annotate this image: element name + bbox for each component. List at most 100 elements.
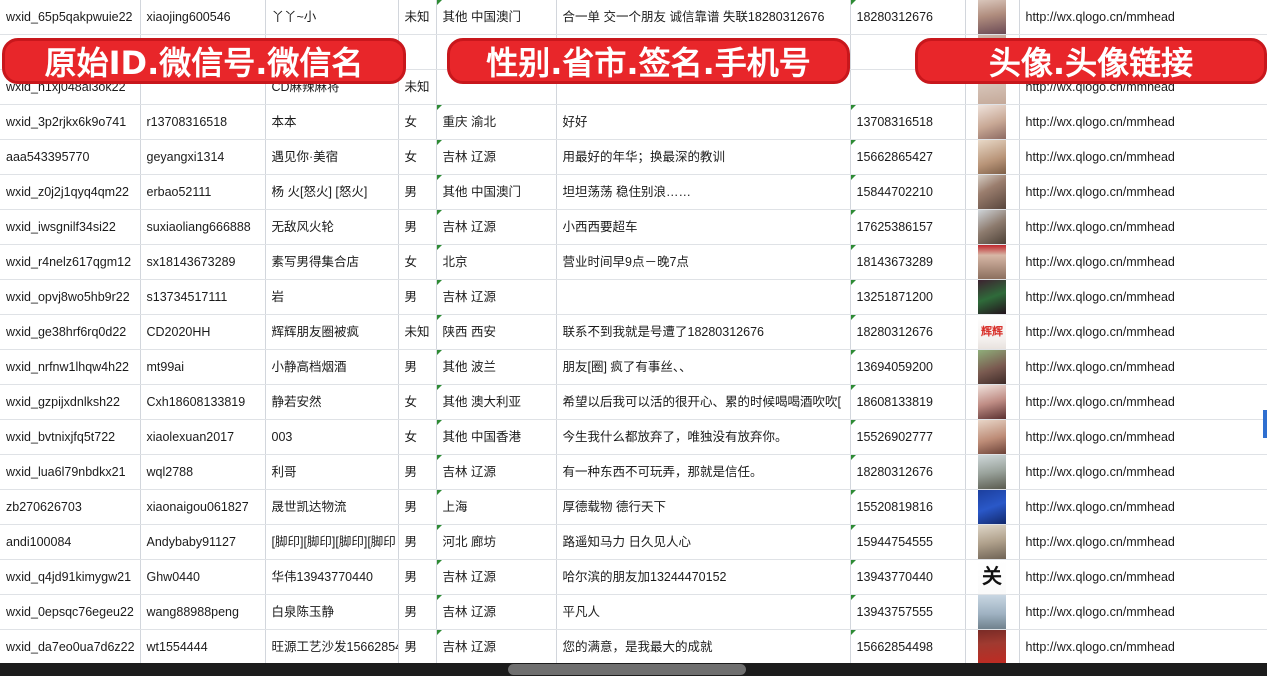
cell-avatar[interactable] bbox=[965, 419, 1020, 455]
horizontal-scrollbar[interactable] bbox=[0, 663, 1267, 676]
cell-orig-id[interactable]: wxid_bvtnixjfq5t722 bbox=[0, 419, 141, 455]
cell-avatar[interactable] bbox=[965, 174, 1020, 210]
cell-gender[interactable]: 女 bbox=[398, 139, 437, 175]
cell-avatar[interactable] bbox=[965, 454, 1020, 490]
cell-wxid[interactable]: s13734517111 bbox=[140, 279, 266, 315]
cell-avatar[interactable] bbox=[965, 594, 1020, 630]
cell-wxid[interactable]: wt1554444 bbox=[140, 629, 266, 665]
cell-gender[interactable]: 男 bbox=[398, 594, 437, 630]
cell-gender[interactable]: 女 bbox=[398, 384, 437, 420]
table-row[interactable]: wxid_65p5qakpwuie22 xiaojing600546 丫丫~小 未知其… bbox=[0, 0, 1267, 35]
cell-phone[interactable]: 13708316518 bbox=[850, 104, 966, 140]
cell-avatar[interactable]: 关 bbox=[965, 559, 1020, 595]
table-row[interactable]: wxid_iwsgnilf34si22 suxiaoliang666888 无敌风火… bbox=[0, 209, 1267, 245]
cell-wxid[interactable]: xiaolexuan2017 bbox=[140, 419, 266, 455]
cell-phone[interactable]: 13943757555 bbox=[850, 594, 966, 630]
horizontal-scrollbar-thumb[interactable] bbox=[508, 664, 746, 675]
cell-wxid[interactable]: Cxh18608133819 bbox=[140, 384, 266, 420]
cell-region[interactable]: 其他 波兰 bbox=[436, 349, 557, 385]
cell-wxid[interactable]: sx18143673289 bbox=[140, 244, 266, 280]
cell-avatar-link[interactable]: http://wx.qlogo.cn/mmhead bbox=[1019, 349, 1267, 385]
cell-nickname[interactable]: 无敌风火轮 bbox=[265, 209, 399, 245]
cell-avatar-link[interactable]: http://wx.qlogo.cn/mmhead bbox=[1019, 139, 1267, 175]
cell-phone[interactable]: 17625386157 bbox=[850, 209, 966, 245]
cell-avatar-link[interactable]: http://wx.qlogo.cn/mmhead bbox=[1019, 279, 1267, 315]
cell-orig-id[interactable]: wxid_gzpijxdnlksh22 bbox=[0, 384, 141, 420]
cell-avatar[interactable] bbox=[965, 0, 1020, 35]
cell-phone[interactable]: 15844702210 bbox=[850, 174, 966, 210]
cell-signature[interactable]: 今生我什么都放弃了，唯独没有放弃你。 bbox=[556, 419, 851, 455]
cell-avatar-link[interactable]: http://wx.qlogo.cn/mmhead bbox=[1019, 629, 1267, 665]
cell-wxid[interactable]: erbao52111 bbox=[140, 174, 266, 210]
cell-gender[interactable]: 未知 bbox=[398, 314, 437, 350]
cell-signature[interactable]: 小西西要超车 bbox=[556, 209, 851, 245]
cell-orig-id[interactable]: wxid_iwsgnilf34si22 bbox=[0, 209, 141, 245]
cell-gender[interactable]: 未知 bbox=[398, 0, 437, 35]
cell-signature[interactable]: 合一单 交一个朋友 诚信靠谱 失联18280312676 bbox=[556, 0, 851, 35]
cell-wxid[interactable]: mt99ai bbox=[140, 349, 266, 385]
cell-signature[interactable]: 希望以后我可以活的很开心、累的时候喝喝酒吹吹[ bbox=[556, 384, 851, 420]
table-row[interactable]: wxid_ge38hrf6rq0d22 CD2020HH 辉辉朋友圈被疯 未知 陕西 西… bbox=[0, 314, 1267, 350]
table-row[interactable]: wxid_lua6l79nbdkx21 wql2788 利哥男吉林 辽源 有一种东西不… bbox=[0, 454, 1267, 490]
cell-phone[interactable]: 18280312676 bbox=[850, 314, 966, 350]
cell-avatar[interactable] bbox=[965, 244, 1020, 280]
cell-orig-id[interactable]: wxid_ge38hrf6rq0d22 bbox=[0, 314, 141, 350]
cell-wxid[interactable]: CD2020HH bbox=[140, 314, 266, 350]
cell-region[interactable]: 吉林 辽源 bbox=[436, 559, 557, 595]
cell-signature[interactable]: 您的满意，是我最大的成就 bbox=[556, 629, 851, 665]
cell-orig-id[interactable]: wxid_q4jd91kimygw21 bbox=[0, 559, 141, 595]
cell-orig-id[interactable]: wxid_0epsqc76egeu22 bbox=[0, 594, 141, 630]
cell-avatar-link[interactable]: http://wx.qlogo.cn/mmhead bbox=[1019, 174, 1267, 210]
cell-nickname[interactable]: 晟世凯达物流 bbox=[265, 489, 399, 525]
cell-avatar-link[interactable]: http://wx.qlogo.cn/mmhead bbox=[1019, 419, 1267, 455]
cell-gender[interactable]: 男 bbox=[398, 209, 437, 245]
cell-region[interactable]: 其他 中国澳门 bbox=[436, 174, 557, 210]
cell-avatar-link[interactable]: http://wx.qlogo.cn/mmhead bbox=[1019, 454, 1267, 490]
cell-phone[interactable]: 15944754555 bbox=[850, 524, 966, 560]
cell-wxid[interactable]: geyangxi1314 bbox=[140, 139, 266, 175]
cell-orig-id[interactable]: wxid_nrfnw1lhqw4h22 bbox=[0, 349, 141, 385]
cell-nickname[interactable]: 岩 bbox=[265, 279, 399, 315]
cell-signature[interactable]: 好好 bbox=[556, 104, 851, 140]
cell-gender[interactable]: 男 bbox=[398, 279, 437, 315]
cell-signature[interactable]: 用最好的年华；换最深的教训 bbox=[556, 139, 851, 175]
cell-avatar[interactable]: 辉辉 bbox=[965, 314, 1020, 350]
cell-gender[interactable]: 男 bbox=[398, 524, 437, 560]
cell-orig-id[interactable]: wxid_3p2rjkx6k9o741 bbox=[0, 104, 141, 140]
table-row[interactable]: wxid_bvtnixjfq5t722 xiaolexuan2017 003 女其他 … bbox=[0, 419, 1267, 455]
cell-avatar-link[interactable]: http://wx.qlogo.cn/mmhead bbox=[1019, 0, 1267, 35]
table-row[interactable]: wxid_da7eo0ua7d6z22 wt1554444 旺源工艺沙发156628… bbox=[0, 629, 1267, 665]
cell-avatar[interactable] bbox=[965, 139, 1020, 175]
cell-region[interactable]: 吉林 辽源 bbox=[436, 629, 557, 665]
cell-phone[interactable]: 13251871200 bbox=[850, 279, 966, 315]
cell-nickname[interactable]: [脚印][脚印][脚印][脚印 bbox=[265, 524, 399, 560]
cell-phone[interactable]: 18280312676 bbox=[850, 454, 966, 490]
cell-orig-id[interactable]: wxid_z0j2j1qyq4qm22 bbox=[0, 174, 141, 210]
cell-avatar-link[interactable]: http://wx.qlogo.cn/mmhead bbox=[1019, 384, 1267, 420]
cell-signature[interactable]: 朋友[圈] 疯了有事丝、、 bbox=[556, 349, 851, 385]
cell-avatar[interactable] bbox=[965, 279, 1020, 315]
cell-region[interactable]: 其他 澳大利亚 bbox=[436, 384, 557, 420]
cell-orig-id[interactable]: wxid_da7eo0ua7d6z22 bbox=[0, 629, 141, 665]
table-row[interactable]: wxid_z0j2j1qyq4qm22 erbao52111 杨 火[怒火] [怒火… bbox=[0, 174, 1267, 210]
cell-phone[interactable]: 15526902777 bbox=[850, 419, 966, 455]
cell-signature[interactable]: 平凡人 bbox=[556, 594, 851, 630]
cell-wxid[interactable]: wql2788 bbox=[140, 454, 266, 490]
cell-phone[interactable]: 15662854498 bbox=[850, 629, 966, 665]
cell-signature[interactable]: 哈尔滨的朋友加13244470152 bbox=[556, 559, 851, 595]
table-row[interactable]: wxid_0epsqc76egeu22 wang88988peng 白泉陈玉静男吉林… bbox=[0, 594, 1267, 630]
cell-region[interactable]: 上海 bbox=[436, 489, 557, 525]
cell-nickname[interactable]: 辉辉朋友圈被疯 bbox=[265, 314, 399, 350]
cell-gender[interactable]: 男 bbox=[398, 174, 437, 210]
cell-orig-id[interactable]: zb270626703 bbox=[0, 489, 141, 525]
cell-phone[interactable]: 18280312676 bbox=[850, 0, 966, 35]
cell-avatar-link[interactable]: http://wx.qlogo.cn/mmhead bbox=[1019, 104, 1267, 140]
cell-gender[interactable]: 男 bbox=[398, 349, 437, 385]
cell-signature[interactable] bbox=[556, 279, 851, 315]
cell-gender[interactable]: 男 bbox=[398, 629, 437, 665]
cell-signature[interactable]: 路遥知马力 日久见人心 bbox=[556, 524, 851, 560]
cell-gender[interactable]: 男 bbox=[398, 489, 437, 525]
table-row[interactable]: zb270626703 xiaonaigou061827 晟世凯达物流男上海 厚德载物… bbox=[0, 489, 1267, 525]
